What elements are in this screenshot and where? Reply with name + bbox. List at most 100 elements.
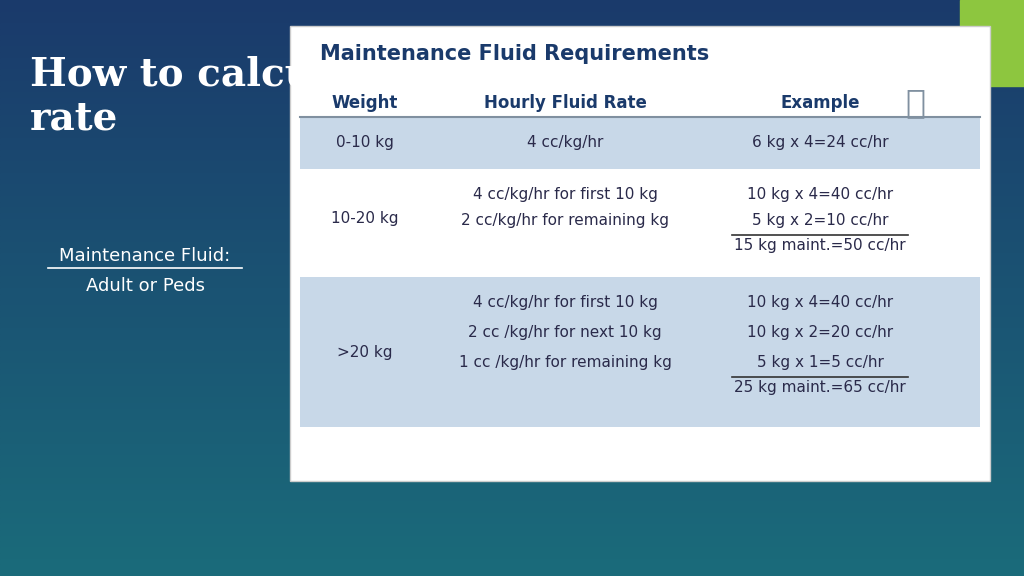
Bar: [0, 58, 1024, 63]
Bar: [0, 207, 1024, 213]
Bar: [0, 380, 1024, 386]
Bar: [0, 328, 1024, 334]
Text: Maintenance Fluid:: Maintenance Fluid:: [59, 247, 230, 265]
Bar: [0, 547, 1024, 553]
Bar: [0, 63, 1024, 69]
Bar: [0, 369, 1024, 374]
Bar: [0, 305, 1024, 311]
Bar: [0, 92, 1024, 98]
Bar: [0, 271, 1024, 276]
Bar: [0, 467, 1024, 472]
Bar: [0, 121, 1024, 127]
Text: Weight: Weight: [332, 94, 398, 112]
Bar: [0, 392, 1024, 397]
Bar: [0, 173, 1024, 179]
Bar: [0, 167, 1024, 173]
Bar: [0, 553, 1024, 559]
Bar: [0, 472, 1024, 478]
Text: 4 cc/kg/hr: 4 cc/kg/hr: [526, 135, 603, 150]
Bar: [0, 190, 1024, 196]
Text: 2 cc/kg/hr for remaining kg: 2 cc/kg/hr for remaining kg: [461, 213, 669, 228]
Bar: [0, 426, 1024, 432]
Bar: [0, 115, 1024, 121]
Bar: [0, 559, 1024, 564]
Bar: [0, 478, 1024, 484]
Bar: [0, 265, 1024, 271]
Bar: [0, 334, 1024, 340]
Bar: [0, 346, 1024, 351]
Bar: [0, 386, 1024, 392]
Text: 👫: 👫: [905, 86, 925, 119]
Bar: [0, 132, 1024, 138]
Bar: [0, 455, 1024, 461]
Text: >20 kg: >20 kg: [337, 344, 393, 359]
Bar: [0, 282, 1024, 288]
Bar: [0, 490, 1024, 495]
Bar: [0, 161, 1024, 167]
Bar: [0, 179, 1024, 184]
Text: Example: Example: [780, 94, 860, 112]
Bar: [0, 248, 1024, 253]
Text: 6 kg x 4=24 cc/hr: 6 kg x 4=24 cc/hr: [752, 135, 888, 150]
Text: 2 cc /kg/hr for next 10 kg: 2 cc /kg/hr for next 10 kg: [468, 325, 662, 340]
Text: rate: rate: [30, 99, 119, 137]
Bar: [0, 351, 1024, 357]
Bar: [0, 403, 1024, 409]
Bar: [0, 461, 1024, 467]
Bar: [0, 196, 1024, 202]
Bar: [0, 225, 1024, 230]
Bar: [0, 23, 1024, 29]
Text: 1 cc /kg/hr for remaining kg: 1 cc /kg/hr for remaining kg: [459, 355, 672, 370]
Bar: [0, 397, 1024, 403]
Bar: [0, 420, 1024, 426]
Bar: [0, 6, 1024, 12]
Bar: [0, 69, 1024, 75]
Bar: [0, 438, 1024, 444]
Bar: [0, 156, 1024, 161]
Text: 25 kg maint.=65 cc/hr: 25 kg maint.=65 cc/hr: [734, 380, 906, 395]
Bar: [0, 276, 1024, 282]
Bar: [0, 253, 1024, 259]
Bar: [300, 277, 980, 427]
Bar: [0, 518, 1024, 524]
Bar: [0, 340, 1024, 346]
Text: 10-20 kg: 10-20 kg: [331, 211, 398, 226]
Bar: [0, 230, 1024, 236]
Bar: [0, 363, 1024, 369]
Bar: [290, 26, 990, 481]
Bar: [0, 98, 1024, 104]
Text: 10 kg x 4=40 cc/hr: 10 kg x 4=40 cc/hr: [746, 187, 893, 202]
Bar: [0, 524, 1024, 530]
Bar: [0, 513, 1024, 518]
Bar: [0, 444, 1024, 449]
Text: How to calculate patient’s fluid: How to calculate patient’s fluid: [30, 56, 716, 94]
Text: Hourly Fluid Rate: Hourly Fluid Rate: [483, 94, 646, 112]
Bar: [0, 29, 1024, 35]
Bar: [0, 52, 1024, 58]
Bar: [0, 46, 1024, 52]
Bar: [300, 117, 980, 169]
Text: Adult or Peds: Adult or Peds: [85, 277, 205, 295]
Bar: [0, 184, 1024, 190]
Bar: [0, 536, 1024, 541]
Bar: [0, 300, 1024, 305]
Bar: [0, 81, 1024, 86]
Bar: [0, 17, 1024, 23]
Bar: [0, 415, 1024, 420]
Bar: [0, 127, 1024, 132]
Bar: [0, 219, 1024, 225]
Bar: [0, 374, 1024, 380]
Bar: [0, 138, 1024, 144]
Bar: [0, 432, 1024, 438]
Text: 10 kg x 4=40 cc/hr: 10 kg x 4=40 cc/hr: [746, 295, 893, 310]
Bar: [0, 317, 1024, 323]
Text: 15 kg maint.=50 cc/hr: 15 kg maint.=50 cc/hr: [734, 238, 906, 253]
Bar: [0, 242, 1024, 248]
Bar: [0, 409, 1024, 415]
Bar: [0, 236, 1024, 242]
Bar: [0, 570, 1024, 576]
Bar: [0, 323, 1024, 328]
Bar: [0, 311, 1024, 317]
Bar: [0, 294, 1024, 300]
Bar: [0, 449, 1024, 455]
